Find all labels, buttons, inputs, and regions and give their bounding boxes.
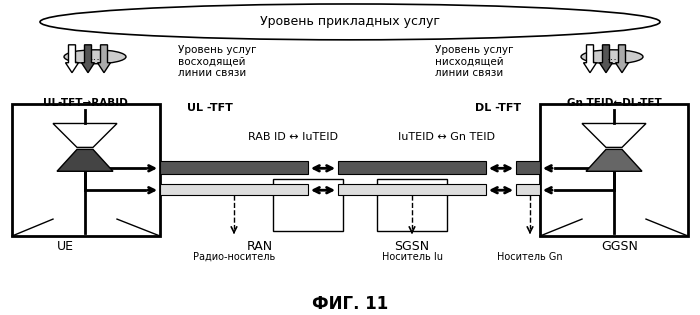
FancyArrow shape: [97, 45, 111, 73]
FancyArrow shape: [81, 45, 94, 73]
Text: RAB ID ↔ IuTEID: RAB ID ↔ IuTEID: [248, 132, 338, 142]
Ellipse shape: [40, 4, 660, 40]
Text: Уровень услуг
восходящей
линии связи: Уровень услуг восходящей линии связи: [178, 45, 256, 78]
FancyArrow shape: [599, 45, 612, 73]
Text: GGSN: GGSN: [601, 240, 638, 254]
Bar: [338, 184, 486, 195]
Bar: [12, 104, 160, 236]
Text: Уровень прикладных услуг: Уровень прикладных услуг: [260, 15, 440, 28]
Text: Уровень услуг
нисходящей
линии связи: Уровень услуг нисходящей линии связи: [435, 45, 514, 78]
FancyArrow shape: [615, 45, 629, 73]
Text: DL -TFT: DL -TFT: [475, 103, 521, 112]
Text: UL-TFT→RABID: UL-TFT→RABID: [43, 98, 127, 108]
Bar: [160, 184, 308, 195]
Text: UL -TFT: UL -TFT: [187, 103, 233, 112]
Polygon shape: [586, 149, 642, 171]
FancyArrow shape: [66, 45, 78, 73]
FancyArrow shape: [584, 45, 596, 73]
Bar: [540, 104, 688, 236]
Text: Gn TEID←DL-TFT: Gn TEID←DL-TFT: [566, 98, 662, 108]
Bar: [516, 184, 540, 195]
Text: IuTEID ↔ Gn TEID: IuTEID ↔ Gn TEID: [398, 132, 496, 142]
Text: ...: ...: [90, 52, 100, 62]
Bar: [338, 161, 486, 174]
Bar: [516, 161, 540, 174]
Text: Радио-носитель: Радио-носитель: [193, 252, 275, 262]
Polygon shape: [53, 123, 117, 147]
Text: Носитель Iu: Носитель Iu: [382, 252, 442, 262]
Text: RAN: RAN: [247, 240, 273, 254]
Bar: [273, 179, 343, 231]
Polygon shape: [57, 149, 113, 171]
Text: ...: ...: [607, 52, 617, 62]
Text: UE: UE: [57, 240, 74, 254]
Bar: [377, 179, 447, 231]
Text: SGSN: SGSN: [394, 240, 430, 254]
Text: Носитель Gn: Носитель Gn: [497, 252, 563, 262]
Ellipse shape: [64, 50, 126, 64]
Text: ФИГ. 11: ФИГ. 11: [312, 295, 388, 313]
Polygon shape: [582, 123, 646, 147]
Bar: [160, 161, 308, 174]
Ellipse shape: [581, 50, 643, 64]
